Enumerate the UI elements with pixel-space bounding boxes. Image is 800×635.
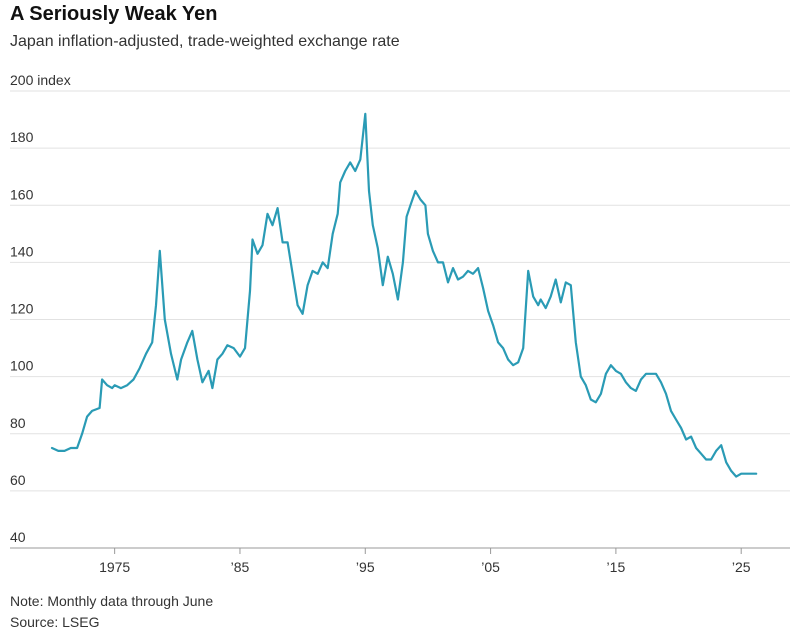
y-tick-label: 140: [10, 243, 34, 259]
chart-note: Note: Monthly data through June: [10, 593, 214, 609]
x-tick-label: ’25: [732, 559, 751, 575]
x-tick-label: ’15: [607, 559, 626, 575]
line-chart: 40 60 80 100 120 140 160 180 200 index 1975 ’85 ’95…: [10, 72, 790, 575]
chart-title: A Seriously Weak Yen: [10, 3, 218, 25]
y-tick-label: 200 index: [10, 72, 71, 88]
y-tick-label: 120: [10, 301, 34, 317]
y-tick-label: 40: [10, 529, 26, 545]
y-tick-label: 60: [10, 472, 26, 488]
y-tick-label: 160: [10, 186, 34, 202]
chart-subtitle: Japan inflation-adjusted, trade-weighted…: [10, 33, 400, 50]
x-tick-label: ’95: [356, 559, 375, 575]
x-tick-label: 1975: [99, 559, 130, 575]
y-tick-label: 100: [10, 358, 34, 374]
x-tick-label: ’05: [481, 559, 500, 575]
series-line: [50, 112, 758, 478]
x-tick-label: ’85: [231, 559, 250, 575]
chart-source: Source: LSEG: [10, 614, 100, 630]
y-tick-label: 80: [10, 415, 26, 431]
y-tick-label: 180: [10, 129, 34, 145]
